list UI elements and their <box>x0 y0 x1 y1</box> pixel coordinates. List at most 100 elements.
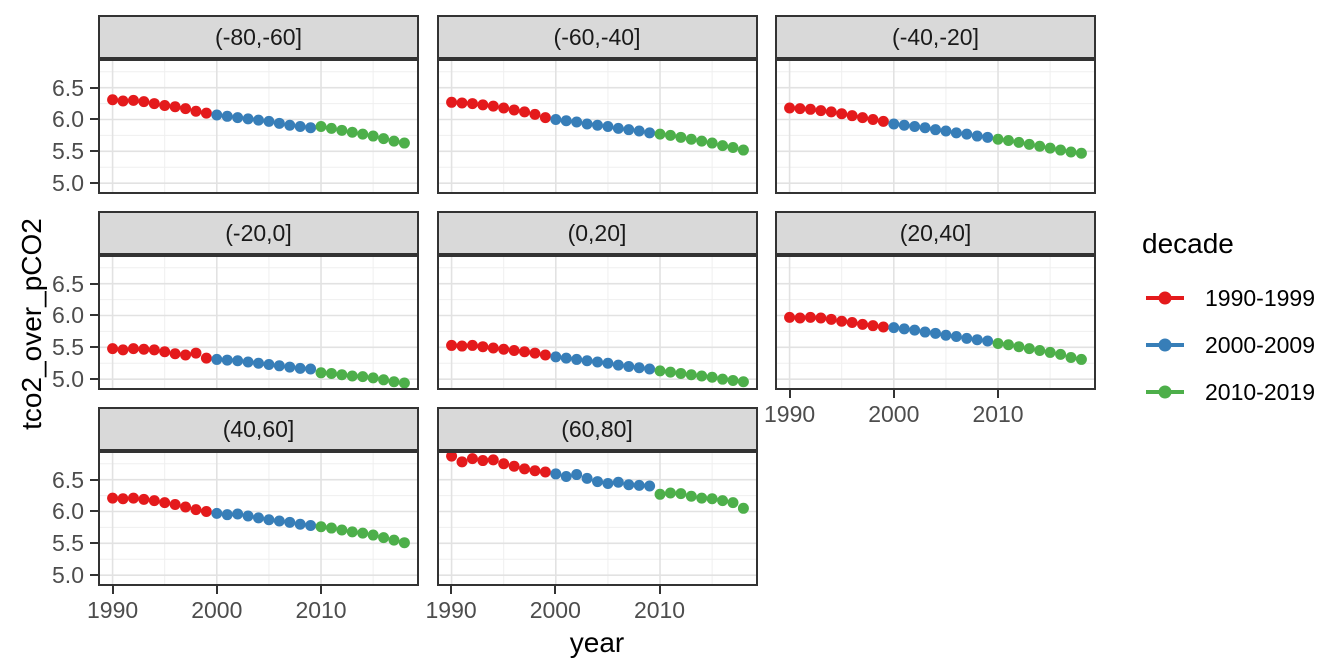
data-point <box>127 492 139 504</box>
data-point <box>117 493 129 505</box>
data-point <box>398 377 410 389</box>
data-point <box>325 367 337 379</box>
legend-entry: 2000-2009 <box>1145 329 1315 361</box>
data-point <box>357 527 369 539</box>
x-tick-mark <box>788 390 791 398</box>
data-point <box>169 101 181 113</box>
data-point <box>612 122 624 134</box>
x-tick-label: 2010 <box>295 597 347 623</box>
data-point <box>127 94 139 106</box>
data-point <box>950 127 962 139</box>
data-point <box>867 320 879 332</box>
y-tick-mark <box>90 510 98 513</box>
data-point <box>284 516 296 528</box>
data-point <box>232 508 244 520</box>
facet-strip: (40,60] <box>98 407 419 451</box>
data-point <box>159 346 171 358</box>
data-point <box>273 515 285 527</box>
facet-strip-label: (40,60] <box>222 415 295 442</box>
data-point <box>487 100 499 112</box>
data-point <box>518 346 530 358</box>
data-point <box>336 369 348 381</box>
data-point <box>1034 140 1046 152</box>
data-point <box>476 341 488 353</box>
facet-panel <box>98 59 419 194</box>
y-tick-mark <box>90 542 98 545</box>
facet-strip: (-40,-20] <box>775 15 1096 59</box>
data-point <box>1075 147 1087 159</box>
data-point <box>346 526 358 538</box>
data-point <box>315 367 327 379</box>
data-point <box>263 514 275 526</box>
data-point <box>253 114 264 126</box>
data-point <box>737 376 749 388</box>
data-point <box>674 367 686 379</box>
data-point <box>221 110 233 122</box>
data-point <box>601 121 613 132</box>
data-point <box>674 131 686 143</box>
data-point <box>487 454 499 466</box>
data-point <box>601 357 613 369</box>
data-point <box>273 117 285 129</box>
data-point <box>528 465 540 477</box>
data-point <box>643 480 655 492</box>
data-point <box>825 106 837 118</box>
data-point <box>305 363 317 375</box>
facet-strip-label: (-60,-40] <box>553 23 641 50</box>
data-point <box>388 135 400 147</box>
facet-panel <box>775 59 1096 194</box>
data-point <box>169 348 181 360</box>
data-point <box>726 497 738 509</box>
data-point <box>357 128 369 140</box>
data-point <box>622 360 634 372</box>
data-point <box>294 121 306 132</box>
data-point <box>190 105 202 117</box>
data-point <box>367 529 379 541</box>
data-point <box>643 363 655 375</box>
y-tick-mark <box>90 86 98 89</box>
legend-entry-label: 2010-2019 <box>1205 378 1315 405</box>
data-point <box>961 128 973 140</box>
data-point <box>867 113 879 125</box>
data-point <box>148 495 160 507</box>
data-point <box>476 99 488 111</box>
data-point <box>591 476 603 488</box>
data-point <box>1013 341 1025 353</box>
data-point <box>107 94 119 106</box>
facet-strip: (-20,0] <box>98 211 419 255</box>
data-point <box>200 352 212 364</box>
data-point <box>695 370 707 382</box>
data-point <box>508 345 520 357</box>
data-point <box>325 122 337 134</box>
data-point <box>445 339 457 351</box>
x-tick-label: 2010 <box>633 597 686 623</box>
data-point <box>466 339 478 351</box>
data-point <box>253 357 264 369</box>
data-point <box>716 140 728 152</box>
data-point <box>221 354 233 366</box>
data-point <box>794 103 806 115</box>
data-point <box>591 356 603 368</box>
data-point <box>716 495 728 507</box>
data-point <box>325 522 337 534</box>
data-point <box>888 118 900 130</box>
data-point <box>643 127 655 139</box>
facet-panel <box>436 451 758 586</box>
data-point <box>633 125 645 137</box>
data-point <box>633 362 645 374</box>
data-point <box>1075 353 1087 365</box>
facet-strip-label: (-40,-20] <box>892 23 979 50</box>
y-tick-mark <box>90 182 98 185</box>
data-point <box>138 493 150 505</box>
data-point <box>357 371 369 383</box>
data-point <box>1055 348 1067 360</box>
y-tick-mark <box>90 282 98 285</box>
x-tick-label: 1990 <box>86 597 139 623</box>
y-tick-label: 6.0 <box>52 498 84 525</box>
data-point <box>674 488 686 500</box>
data-point <box>284 119 296 131</box>
data-point <box>654 488 666 500</box>
data-point <box>612 359 624 371</box>
data-point <box>1044 142 1056 154</box>
data-point <box>971 130 983 142</box>
